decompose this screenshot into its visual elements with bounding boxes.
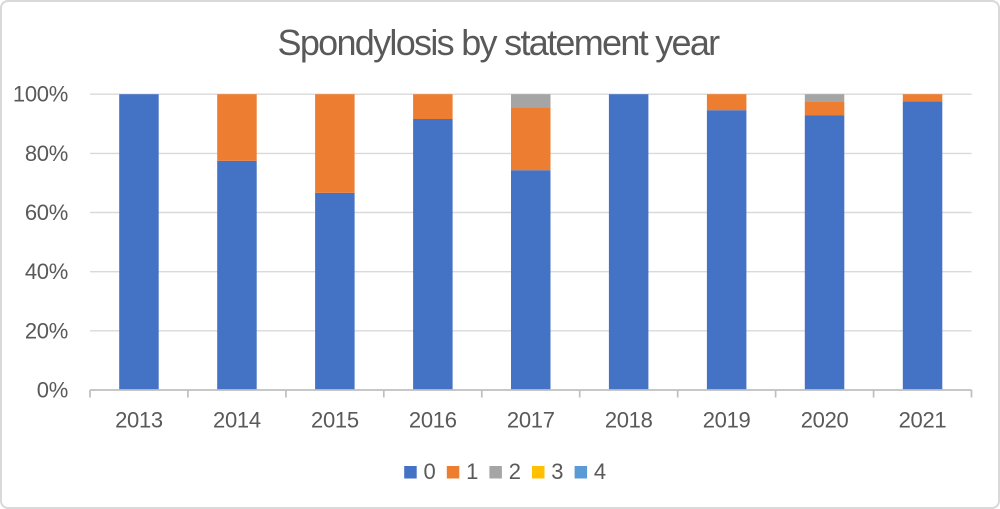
svg-text:20%: 20% [25,318,68,343]
svg-text:2016: 2016 [409,408,457,433]
svg-text:0: 0 [424,459,436,484]
svg-text:2015: 2015 [311,408,359,433]
svg-text:100%: 100% [13,82,68,107]
svg-text:1: 1 [466,459,478,484]
svg-text:2021: 2021 [899,408,947,433]
svg-text:60%: 60% [25,200,68,225]
svg-text:4: 4 [594,459,606,484]
svg-text:2014: 2014 [213,408,261,433]
svg-text:0%: 0% [37,378,68,403]
svg-text:2: 2 [509,459,521,484]
svg-text:2018: 2018 [605,408,653,433]
svg-text:Spondylosis by statement year: Spondylosis by statement year [278,22,721,63]
svg-text:3: 3 [551,459,563,484]
svg-text:40%: 40% [25,259,68,284]
svg-text:2017: 2017 [507,408,555,433]
svg-text:2013: 2013 [115,408,163,433]
svg-text:80%: 80% [25,141,68,166]
svg-text:2020: 2020 [801,408,849,433]
svg-text:2019: 2019 [703,408,751,433]
